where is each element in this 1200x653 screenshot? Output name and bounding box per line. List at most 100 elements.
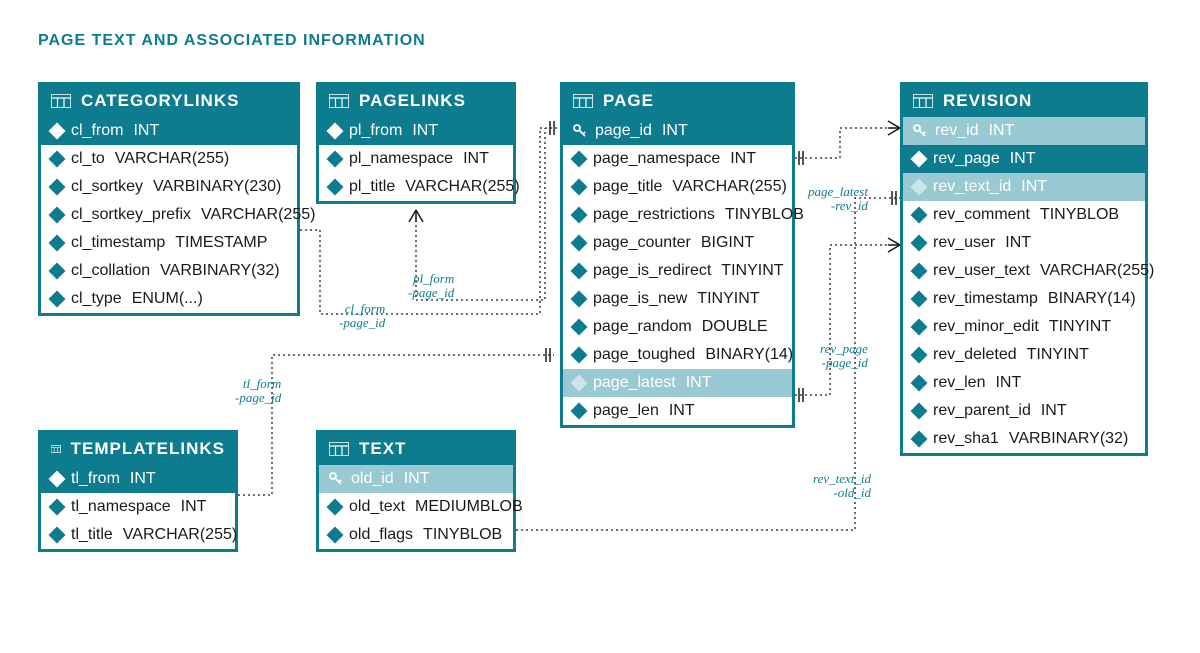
column-name: rev_user_text (933, 262, 1030, 280)
column-type: VARBINARY(32) (1009, 430, 1128, 448)
table-row: tl_namespace INT (41, 493, 235, 521)
edge-label: page_latest-rev_id (808, 185, 868, 214)
diamond-icon (327, 151, 344, 168)
table-pagelinks: PAGELINKSpl_from INTpl_namespace INTpl_t… (316, 82, 516, 204)
column-type: INT (662, 122, 688, 140)
diamond-icon (571, 263, 588, 280)
table-row: page_len INT (563, 397, 792, 425)
diamond-icon (911, 403, 928, 420)
column-name: rev_parent_id (933, 402, 1031, 420)
column-type: TINYINT (697, 290, 759, 308)
table-row: old_id INT (319, 465, 513, 493)
table-categorylinks: CATEGORYLINKScl_from INTcl_to VARCHAR(25… (38, 82, 300, 316)
table-icon (51, 442, 61, 456)
column-type: ENUM(...) (132, 290, 203, 308)
diamond-icon (49, 123, 66, 140)
diamond-icon (571, 151, 588, 168)
column-name: old_id (351, 470, 394, 488)
diamond-icon (49, 291, 66, 308)
column-type: INT (989, 122, 1015, 140)
column-type: VARCHAR(255) (1040, 262, 1154, 280)
diamond-icon (571, 403, 588, 420)
column-type: VARCHAR(255) (405, 178, 519, 196)
diamond-icon (911, 347, 928, 364)
table-header: TEMPLATELINKS (41, 433, 235, 465)
column-type: INT (133, 122, 159, 140)
table-row: page_id INT (563, 117, 792, 145)
column-name: pl_title (349, 178, 395, 196)
table-row: old_text MEDIUMBLOB (319, 493, 513, 521)
column-name: page_restrictions (593, 206, 715, 224)
column-name: rev_len (933, 374, 985, 392)
diamond-icon (327, 527, 344, 544)
column-name: rev_id (935, 122, 979, 140)
table-row: pl_namespace INT (319, 145, 513, 173)
diamond-icon (571, 347, 588, 364)
table-row: pl_title VARCHAR(255) (319, 173, 513, 201)
column-name: cl_collation (71, 262, 150, 280)
column-type: TINYBLOB (1040, 206, 1119, 224)
table-row: cl_from INT (41, 117, 297, 145)
column-type: INT (1005, 234, 1031, 252)
column-type: INT (412, 122, 438, 140)
column-name: rev_comment (933, 206, 1030, 224)
table-revision: REVISIONrev_id INTrev_page INTrev_text_i… (900, 82, 1148, 456)
table-row: cl_sortkey_prefix VARCHAR(255) (41, 201, 297, 229)
table-icon (51, 94, 71, 108)
table-row: page_latest INT (563, 369, 792, 397)
table-row: page_counter BIGINT (563, 229, 792, 257)
table-row: page_title VARCHAR(255) (563, 173, 792, 201)
diamond-icon (911, 235, 928, 252)
column-type: BIGINT (701, 234, 754, 252)
diamond-icon (911, 207, 928, 224)
table-row: cl_to VARCHAR(255) (41, 145, 297, 173)
diamond-icon (327, 123, 344, 140)
table-row: tl_title VARCHAR(255) (41, 521, 235, 549)
column-name: page_title (593, 178, 662, 196)
table-row: cl_collation VARBINARY(32) (41, 257, 297, 285)
diamond-icon (49, 235, 66, 252)
column-name: old_text (349, 498, 405, 516)
diamond-icon (49, 207, 66, 224)
column-type: MEDIUMBLOB (415, 498, 523, 516)
key-icon (329, 472, 343, 486)
table-row: rev_user_text VARCHAR(255) (903, 257, 1145, 285)
table-row: rev_user INT (903, 229, 1145, 257)
diamond-icon (49, 151, 66, 168)
column-type: VARCHAR(255) (123, 526, 237, 544)
column-type: VARCHAR(255) (672, 178, 786, 196)
column-name: tl_namespace (71, 498, 171, 516)
diamond-icon (571, 291, 588, 308)
column-type: INT (1010, 150, 1036, 168)
diamond-icon (911, 431, 928, 448)
diamond-icon (571, 235, 588, 252)
table-row: rev_len INT (903, 369, 1145, 397)
column-name: pl_namespace (349, 150, 453, 168)
column-type: DOUBLE (702, 318, 768, 336)
diagram-title: PAGE TEXT AND ASSOCIATED INFORMATION (38, 32, 426, 50)
table-icon (913, 94, 933, 108)
column-type: INT (995, 374, 1021, 392)
column-type: BINARY(14) (1048, 290, 1136, 308)
diamond-icon (49, 499, 66, 516)
table-row: rev_sha1 VARBINARY(32) (903, 425, 1145, 453)
table-row: rev_deleted TINYINT (903, 341, 1145, 369)
diamond-icon (571, 319, 588, 336)
column-name: page_is_redirect (593, 262, 711, 280)
column-type: INT (181, 498, 207, 516)
diamond-icon (911, 375, 928, 392)
table-text: TEXTold_id INTold_text MEDIUMBLOBold_fla… (316, 430, 516, 552)
column-name: tl_from (71, 470, 120, 488)
table-title: REVISION (943, 91, 1032, 111)
diamond-icon (571, 375, 588, 392)
diamond-icon (571, 179, 588, 196)
column-type: INT (1041, 402, 1067, 420)
table-row: cl_type ENUM(...) (41, 285, 297, 313)
column-name: rev_timestamp (933, 290, 1038, 308)
diamond-icon (49, 471, 66, 488)
column-name: rev_minor_edit (933, 318, 1039, 336)
column-type: INT (1021, 178, 1047, 196)
table-row: rev_parent_id INT (903, 397, 1145, 425)
column-name: rev_sha1 (933, 430, 999, 448)
table-row: page_is_new TINYINT (563, 285, 792, 313)
